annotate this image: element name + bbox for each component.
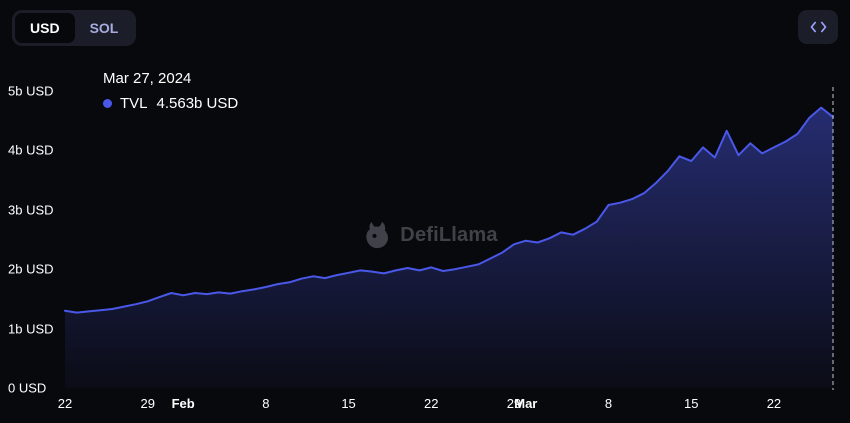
watermark: DefiLlama (362, 220, 497, 250)
tvl-area-fill (65, 107, 833, 388)
code-embed-icon (810, 21, 826, 33)
watermark-text: DefiLlama (400, 223, 498, 246)
defillama-logo-icon (366, 221, 389, 249)
tooltip-series-row: TVL 4.563b USD (103, 95, 238, 112)
series-marker-dot (103, 99, 112, 108)
tvl-line (64, 106, 834, 314)
chart-tooltip: Mar 27, 2024 TVL 4.563b USD (103, 70, 238, 112)
currency-usd-button[interactable]: USD (15, 13, 75, 43)
chart-header: USD SOL (12, 10, 838, 46)
currency-sol-button[interactable]: SOL (75, 13, 134, 43)
tooltip-series-label: TVL (120, 95, 148, 112)
tooltip-value: 4.563b USD (156, 95, 239, 112)
embed-chart-button[interactable] (798, 10, 838, 44)
currency-toggle: USD SOL (12, 10, 137, 46)
tooltip-date: Mar 27, 2024 (103, 70, 192, 87)
